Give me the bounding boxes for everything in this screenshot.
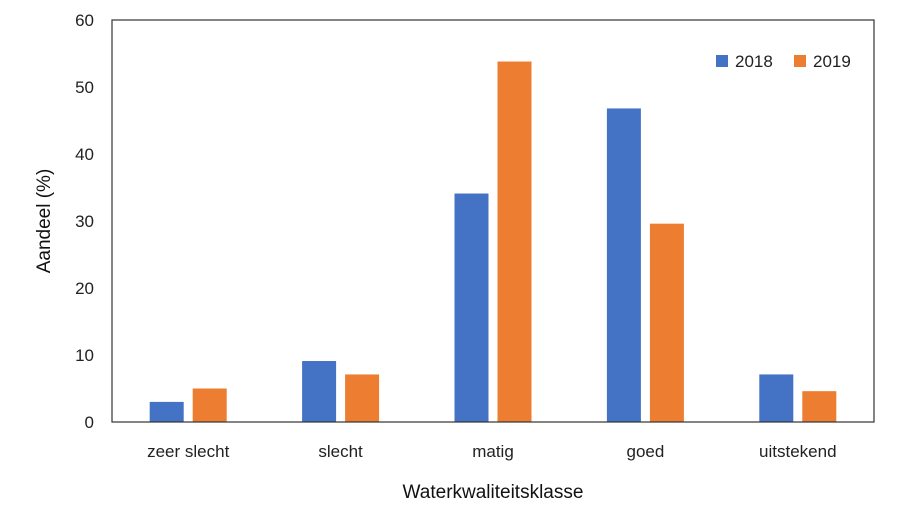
legend: 2018 2019 — [716, 52, 851, 71]
bar-2018-slecht — [302, 361, 337, 422]
bar-2019-uitstekend — [802, 391, 837, 422]
x-category-label: goed — [626, 442, 664, 461]
bar-2018-zeer-slecht — [149, 401, 184, 422]
x-category-label: zeer slecht — [147, 442, 229, 461]
y-tick-label: 10 — [75, 346, 94, 365]
bar-2019-slecht — [345, 374, 380, 422]
y-tick-label: 0 — [85, 413, 94, 432]
x-category-label: uitstekend — [759, 442, 837, 461]
y-tick-label: 20 — [75, 279, 94, 298]
legend-label-2018: 2018 — [735, 52, 773, 71]
x-axis-category-labels: zeer slecht slecht matig goed uitstekend — [147, 442, 836, 461]
x-axis-title: Waterkwaliteitsklasse — [403, 482, 584, 503]
y-axis-title: Aandeel (%) — [34, 169, 55, 274]
bar-2018-uitstekend — [759, 374, 794, 422]
y-axis-ticks: 0 10 20 30 40 50 60 — [75, 11, 94, 432]
y-tick-label: 30 — [75, 212, 94, 231]
y-tick-label: 40 — [75, 145, 94, 164]
legend-label-2019: 2019 — [813, 52, 851, 71]
x-category-label: matig — [472, 442, 514, 461]
y-tick-label: 60 — [75, 11, 94, 30]
x-category-label: slecht — [318, 442, 363, 461]
bar-2019-goed — [649, 223, 684, 422]
bar-2018-goed — [606, 108, 641, 422]
plot-area-frame — [111, 19, 875, 423]
legend-swatch-2019 — [794, 55, 806, 67]
bar-2019-zeer-slecht — [192, 388, 227, 422]
bars — [149, 61, 837, 422]
bar-2019-matig — [497, 61, 532, 422]
legend-swatch-2018 — [716, 55, 728, 67]
bar-2018-matig — [454, 193, 489, 422]
y-tick-label: 50 — [75, 78, 94, 97]
